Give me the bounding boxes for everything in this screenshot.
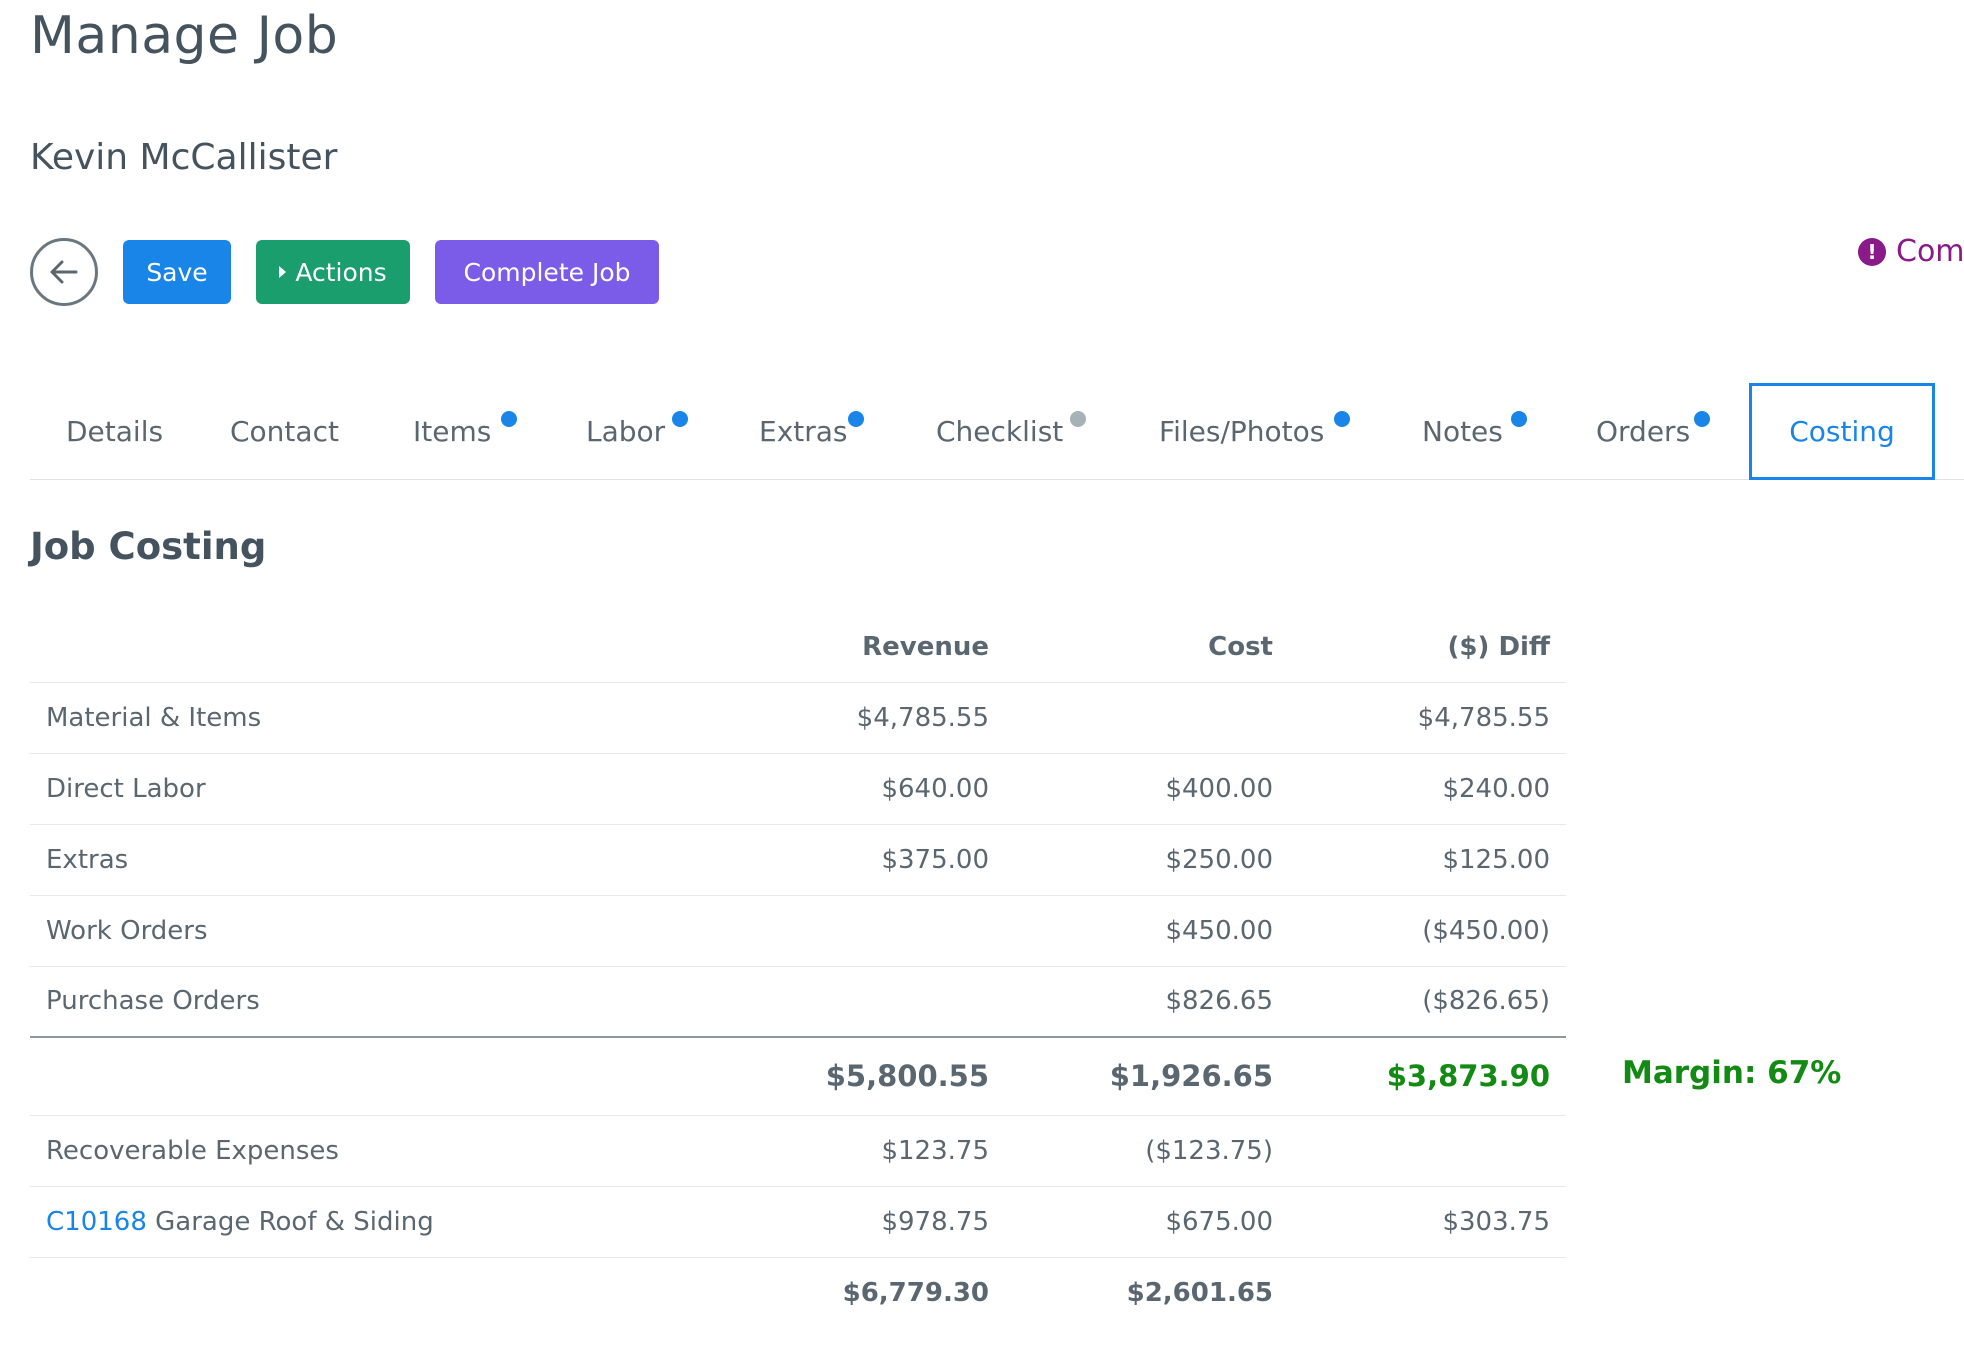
tab-bar: Details Contact Items Labor Extras Check… xyxy=(30,383,1964,480)
row-label: Work Orders xyxy=(30,894,719,966)
exclamation-circle-icon: ! xyxy=(1858,237,1886,266)
notification-dot xyxy=(848,411,864,427)
tab-label: Files/Photos xyxy=(1159,415,1325,448)
tab-label: Orders xyxy=(1596,415,1691,448)
row-label: Direct Labor xyxy=(30,752,719,824)
tab-label: Costing xyxy=(1789,415,1895,448)
grand-total-revenue: $6,779.30 xyxy=(719,1256,1005,1328)
row-cost: $826.65 xyxy=(1005,965,1289,1037)
row-diff: $4,785.55 xyxy=(1289,681,1566,753)
row-cost: $400.00 xyxy=(1005,752,1289,824)
row-label: Purchase Orders xyxy=(30,965,719,1037)
table-header-row: Revenue Cost ($) Diff xyxy=(30,612,1566,682)
subtotal-cost: $1,926.65 xyxy=(1005,1036,1289,1115)
table-row: Direct Labor $640.00 $400.00 $240.00 xyxy=(30,752,1566,824)
tab-notes[interactable]: Notes xyxy=(1422,383,1527,480)
tab-label: Labor xyxy=(586,415,666,448)
row-diff: ($450.00) xyxy=(1289,894,1566,966)
row-revenue: $375.00 xyxy=(719,823,1005,895)
column-header-cost: Cost xyxy=(1208,631,1273,662)
notification-dot xyxy=(672,411,688,427)
toolbar: Save Actions Complete Job xyxy=(30,238,684,306)
table-row: Purchase Orders $826.65 ($826.65) xyxy=(30,965,1566,1037)
row-label: Material & Items xyxy=(30,681,719,753)
notification-dot xyxy=(1070,411,1086,427)
change-order-title: Garage Roof & Siding xyxy=(155,1206,434,1237)
column-header-revenue: Revenue xyxy=(862,631,989,662)
tab-checklist[interactable]: Checklist xyxy=(936,383,1086,480)
complete-job-button[interactable]: Complete Job xyxy=(435,240,659,304)
row-revenue: $640.00 xyxy=(719,752,1005,824)
customer-name: Kevin McCallister xyxy=(30,137,338,178)
actions-label: Actions xyxy=(295,257,387,287)
grand-total-row: $6,779.30 $2,601.65 xyxy=(30,1256,1566,1328)
row-cost xyxy=(1005,681,1289,753)
row-label: Recoverable Expenses xyxy=(30,1114,719,1186)
costing-table: Revenue Cost ($) Diff Material & Items $… xyxy=(30,612,1566,1328)
column-header-diff: ($) Diff xyxy=(1447,631,1550,662)
row-revenue: $123.75 xyxy=(719,1114,1005,1186)
tab-contact[interactable]: Contact xyxy=(230,383,339,480)
row-label: C10168 Garage Roof & Siding xyxy=(30,1185,719,1257)
page-title: Manage Job xyxy=(30,6,339,66)
arrow-left-icon xyxy=(50,260,78,284)
tab-costing[interactable]: Costing xyxy=(1749,383,1935,480)
grand-total-cost: $2,601.65 xyxy=(1005,1256,1289,1328)
margin-value: Margin: 67% xyxy=(1622,1055,1842,1091)
column-header-label xyxy=(30,612,719,682)
tab-extras[interactable]: Extras xyxy=(759,383,864,480)
row-cost: $675.00 xyxy=(1005,1185,1289,1257)
save-button[interactable]: Save xyxy=(123,240,231,304)
grand-total-diff xyxy=(1289,1256,1566,1328)
tab-files-photos[interactable]: Files/Photos xyxy=(1159,383,1350,480)
alert-link[interactable]: ! Com xyxy=(1858,234,1964,269)
change-order-row: C10168 Garage Roof & Siding $978.75 $675… xyxy=(30,1185,1566,1257)
notification-dot xyxy=(1334,411,1350,427)
notification-dot xyxy=(501,411,517,427)
table-row: Material & Items $4,785.55 $4,785.55 xyxy=(30,681,1566,753)
row-cost: $250.00 xyxy=(1005,823,1289,895)
tab-labor[interactable]: Labor xyxy=(586,383,688,480)
subtotal-label xyxy=(30,1036,719,1115)
back-button[interactable] xyxy=(30,238,98,306)
row-diff xyxy=(1289,1114,1566,1186)
row-diff: $240.00 xyxy=(1289,752,1566,824)
tab-label: Items xyxy=(413,415,492,448)
recoverable-expenses-row: Recoverable Expenses $123.75 ($123.75) xyxy=(30,1114,1566,1186)
tab-label: Extras xyxy=(759,415,848,448)
row-diff: $125.00 xyxy=(1289,823,1566,895)
grand-total-label xyxy=(30,1256,719,1328)
row-cost: $450.00 xyxy=(1005,894,1289,966)
caret-right-icon xyxy=(279,266,287,278)
subtotal-row: $5,800.55 $1,926.65 $3,873.90 xyxy=(30,1036,1566,1115)
table-row: Extras $375.00 $250.00 $125.00 xyxy=(30,823,1566,895)
row-diff: $303.75 xyxy=(1289,1185,1566,1257)
notification-dot xyxy=(1694,411,1710,427)
subtotal-revenue: $5,800.55 xyxy=(719,1036,1005,1115)
actions-button[interactable]: Actions xyxy=(256,240,410,304)
notification-dot xyxy=(1511,411,1527,427)
tab-details[interactable]: Details xyxy=(66,383,163,480)
row-label: Extras xyxy=(30,823,719,895)
tab-label: Details xyxy=(66,415,164,448)
change-order-link[interactable]: C10168 xyxy=(46,1206,147,1237)
row-revenue xyxy=(719,894,1005,966)
subtotal-diff: $3,873.90 xyxy=(1289,1036,1566,1115)
alert-text: Com xyxy=(1896,234,1964,269)
tab-label: Checklist xyxy=(936,415,1064,448)
row-revenue xyxy=(719,965,1005,1037)
tab-label: Contact xyxy=(230,415,339,448)
section-title: Job Costing xyxy=(30,525,267,568)
row-revenue: $4,785.55 xyxy=(719,681,1005,753)
tab-label: Notes xyxy=(1422,415,1503,448)
tab-orders[interactable]: Orders xyxy=(1596,383,1710,480)
row-revenue: $978.75 xyxy=(719,1185,1005,1257)
table-row: Work Orders $450.00 ($450.00) xyxy=(30,894,1566,966)
tab-items[interactable]: Items xyxy=(413,383,517,480)
row-cost: ($123.75) xyxy=(1005,1114,1289,1186)
row-diff: ($826.65) xyxy=(1289,965,1566,1037)
